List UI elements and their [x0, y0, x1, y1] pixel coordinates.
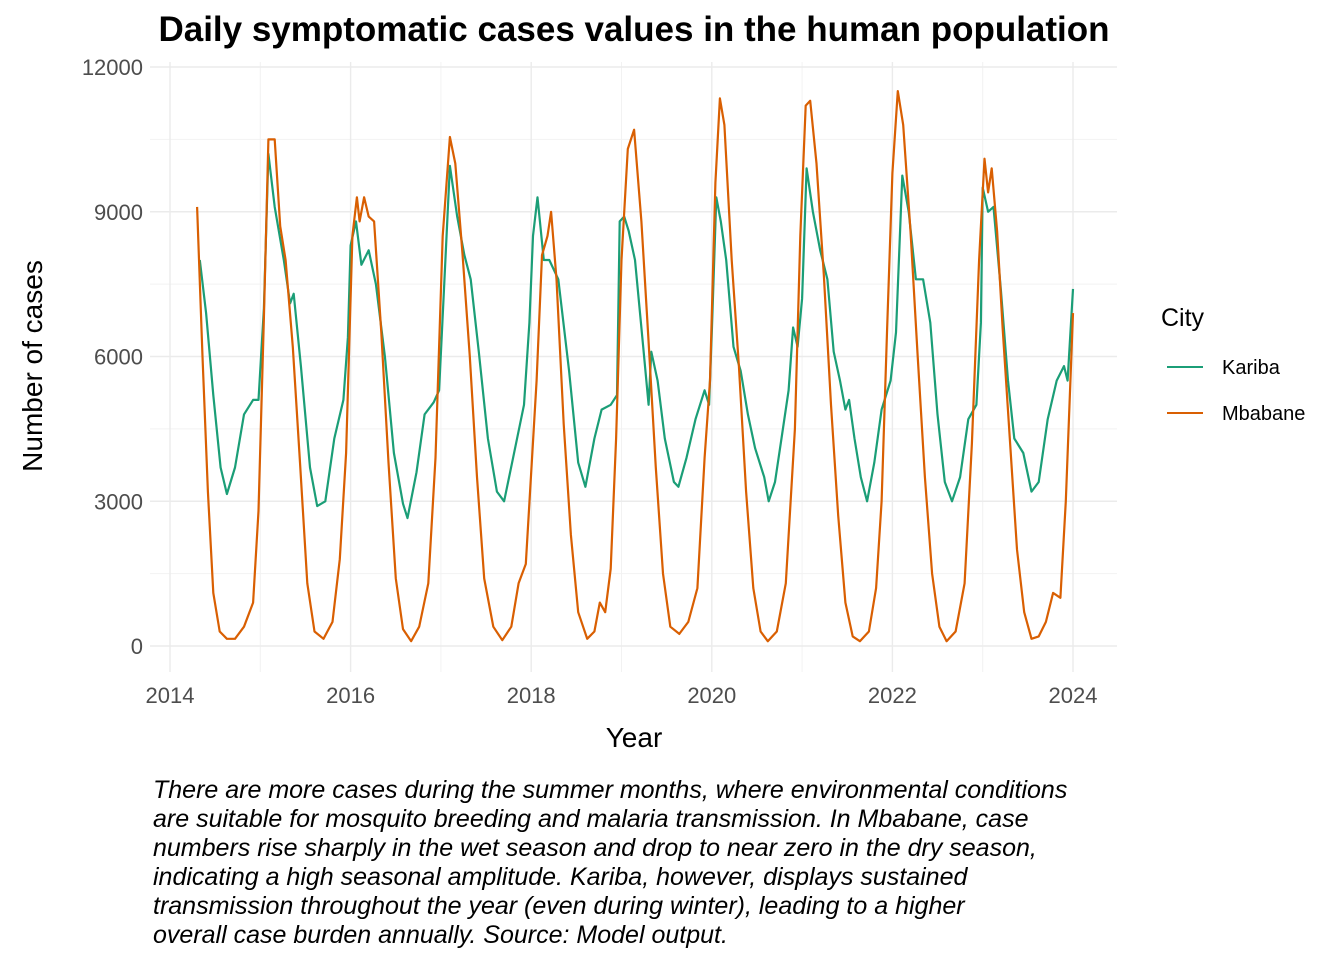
x-tick-label: 2022 — [868, 683, 917, 708]
x-tick-label: 2014 — [146, 683, 195, 708]
chart-title: Daily symptomatic cases values in the hu… — [158, 10, 1110, 49]
x-tick-label: 2020 — [687, 683, 736, 708]
x-axis-ticks: 2014 2016 2018 2020 2022 2024 — [146, 683, 1098, 708]
caption-line: numbers rise sharply in the wet season a… — [153, 834, 1037, 862]
caption-line: overall case burden annually. Source: Mo… — [153, 921, 728, 949]
y-tick-label: 6000 — [94, 345, 143, 370]
x-tick-label: 2016 — [326, 683, 375, 708]
y-tick-label: 12000 — [82, 55, 143, 80]
x-tick-label: 2018 — [507, 683, 556, 708]
series-lines — [196, 90, 1075, 643]
legend-label-kariba: Kariba — [1222, 357, 1281, 379]
x-tick-label: 2024 — [1049, 683, 1098, 708]
caption-line: transmission throughout the year (even d… — [153, 892, 965, 920]
y-tick-label: 3000 — [94, 489, 143, 514]
chart-caption: There are more cases during the summer m… — [153, 776, 1163, 950]
y-tick-label: 9000 — [94, 200, 143, 225]
legend: City Kariba Mbabane — [1161, 304, 1305, 425]
legend-label-mbabane: Mbabane — [1222, 403, 1305, 425]
caption-line: are suitable for mosquito breeding and m… — [153, 805, 1029, 833]
grid — [150, 62, 1117, 672]
legend-title: City — [1161, 304, 1205, 332]
series-line-kariba — [198, 152, 1075, 520]
x-axis-title: Year — [606, 722, 663, 753]
y-axis-title: Number of cases — [17, 260, 48, 472]
caption-line: There are more cases during the summer m… — [153, 776, 1068, 804]
y-tick-label: 0 — [131, 634, 143, 659]
caption-line: indicating a high seasonal amplitude. Ka… — [153, 863, 968, 891]
y-axis-ticks: 0 3000 6000 9000 12000 — [82, 55, 143, 659]
series-line-mbabane — [196, 90, 1075, 643]
